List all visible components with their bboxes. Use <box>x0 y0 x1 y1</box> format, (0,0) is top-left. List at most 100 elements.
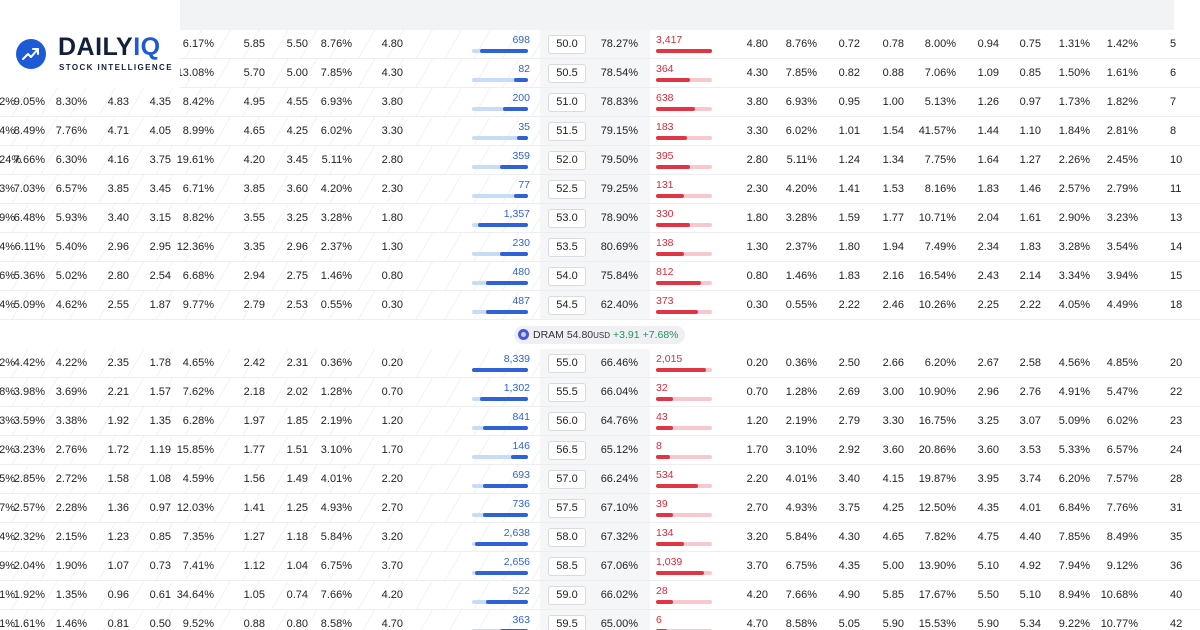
call-cell[interactable]: 1.51 <box>286 444 308 456</box>
put-cell[interactable]: 0.55% <box>785 299 817 311</box>
call-volume[interactable]: 8,339 <box>503 353 530 365</box>
put-cell[interactable]: 0.95 <box>838 96 860 108</box>
put-cell[interactable]: 3.70 <box>746 560 768 572</box>
probability-cell[interactable]: 75.84% <box>600 270 638 282</box>
call-cell[interactable]: 12.36% <box>176 241 214 253</box>
call-cell[interactable]: .03% <box>0 415 16 427</box>
call-cell[interactable]: 1.58 <box>107 473 129 485</box>
call-cell[interactable]: 2.85% <box>13 473 45 485</box>
put-cell[interactable]: 6.02% <box>1106 415 1138 427</box>
strike-price[interactable]: 58.5 <box>548 557 586 576</box>
put-cell[interactable]: 8.00% <box>924 38 956 50</box>
call-cell[interactable]: 4.62% <box>55 299 87 311</box>
put-cell[interactable]: 1.64 <box>977 154 999 166</box>
put-cell[interactable]: 4.15 <box>882 473 904 485</box>
table-row[interactable]: .84%8.49% 7.76% 4.71 4.05 8.99% 4.65 4.25 6.02%… <box>0 117 1200 146</box>
put-cell[interactable]: 6.20% <box>924 357 956 369</box>
put-cell[interactable]: 6.75% <box>785 560 817 572</box>
call-cell[interactable]: 2.15% <box>55 531 87 543</box>
put-cell[interactable]: 5.84% <box>785 531 817 543</box>
put-cell[interactable]: 12.50% <box>918 502 956 514</box>
call-cell[interactable]: 2.37% <box>320 241 352 253</box>
probability-cell[interactable]: 79.25% <box>600 183 638 195</box>
call-cell[interactable]: 0.55% <box>320 299 352 311</box>
call-cell[interactable]: 1.61% <box>13 618 45 630</box>
call-cell[interactable]: 2.42 <box>243 357 265 369</box>
put-cell[interactable]: 3.54% <box>1106 241 1138 253</box>
table-row[interactable]: .64%5.09% 4.62% 2.55 1.87 9.77% 2.79 2.53 0.55%… <box>0 291 1200 320</box>
call-cell[interactable]: 8.82% <box>182 212 214 224</box>
call-cell[interactable]: 1.04 <box>286 560 308 572</box>
put-cell[interactable]: 7.66% <box>785 589 817 601</box>
call-cell[interactable]: 9.77% <box>182 299 214 311</box>
call-volume[interactable]: 736 <box>512 498 530 510</box>
call-cell[interactable]: 3.40 <box>107 212 129 224</box>
put-cell[interactable]: 10.90% <box>918 386 956 398</box>
call-cell[interactable]: 9.05% <box>13 96 45 108</box>
call-cell[interactable]: 1.77 <box>243 444 265 456</box>
call-cell[interactable]: 0.80 <box>286 618 308 630</box>
put-cell[interactable]: 1.20 <box>746 415 768 427</box>
put-cell[interactable]: 4.75 <box>977 531 999 543</box>
call-volume[interactable]: 480 <box>512 266 530 278</box>
probability-cell[interactable]: 78.83% <box>600 96 638 108</box>
put-cell[interactable]: 3.75 <box>838 502 860 514</box>
call-volume[interactable]: 2,656 <box>503 556 530 568</box>
call-cell[interactable]: 5.50 <box>286 38 308 50</box>
put-cell[interactable]: 5.34 <box>1019 618 1041 630</box>
probability-cell[interactable]: 67.06% <box>600 560 638 572</box>
call-cell[interactable]: 1.80 <box>381 212 403 224</box>
put-cell[interactable]: 1.53 <box>882 183 904 195</box>
call-volume[interactable]: 487 <box>512 295 530 307</box>
put-cell[interactable]: 1.59 <box>838 212 860 224</box>
put-cell[interactable]: 2.22 <box>1019 299 1041 311</box>
put-cell[interactable]: 4.93% <box>785 502 817 514</box>
call-cell[interactable]: .59% <box>0 212 16 224</box>
put-volume[interactable]: 1,039 <box>656 556 683 568</box>
put-cell[interactable]: 2.37% <box>785 241 817 253</box>
put-cell[interactable]: 2.96 <box>977 386 999 398</box>
put-cell[interactable]: 4.90 <box>838 589 860 601</box>
call-cell[interactable]: 6.17% <box>182 38 214 50</box>
call-cell[interactable]: 1.28% <box>320 386 352 398</box>
strike-price[interactable]: 52.0 <box>548 151 586 170</box>
put-cell[interactable]: 4.20% <box>785 183 817 195</box>
call-cell[interactable]: 8.42% <box>182 96 214 108</box>
put-cell[interactable]: 4.56% <box>1058 357 1090 369</box>
call-cell[interactable]: .64% <box>0 299 16 311</box>
call-cell[interactable]: 4.65 <box>243 125 265 137</box>
call-cell[interactable]: .96% <box>0 270 16 282</box>
put-cell[interactable]: 5.09% <box>1058 415 1090 427</box>
probability-cell[interactable]: 66.04% <box>600 386 638 398</box>
strike-price[interactable]: 58.0 <box>548 528 586 547</box>
call-cell[interactable]: 4.80 <box>381 38 403 50</box>
put-cell[interactable]: 10.68% <box>1100 589 1138 601</box>
put-cell[interactable]: 9.12% <box>1106 560 1138 572</box>
call-cell[interactable]: 2.75 <box>286 270 308 282</box>
call-cell[interactable]: 0.97 <box>149 502 171 514</box>
call-cell[interactable]: 5.93% <box>55 212 87 224</box>
probability-cell[interactable]: 65.00% <box>600 618 638 630</box>
call-volume[interactable]: 522 <box>512 585 530 597</box>
call-cell[interactable]: 2.96 <box>286 241 308 253</box>
call-cell[interactable]: 2.53 <box>286 299 308 311</box>
call-cell[interactable]: 2.76% <box>55 444 87 456</box>
put-cell[interactable]: 4.91% <box>1058 386 1090 398</box>
call-cell[interactable]: 2.19% <box>320 415 352 427</box>
call-cell[interactable]: 4.20% <box>320 183 352 195</box>
put-cell[interactable]: 5 <box>1170 38 1177 50</box>
put-cell[interactable]: 1.34 <box>882 154 904 166</box>
put-volume[interactable]: 134 <box>656 527 674 539</box>
put-cell[interactable]: 4.25 <box>882 502 904 514</box>
put-cell[interactable]: 1.42% <box>1106 38 1138 50</box>
probability-cell[interactable]: 66.02% <box>600 589 638 601</box>
put-cell[interactable]: 2.67 <box>977 357 999 369</box>
put-cell[interactable]: 1.44 <box>977 125 999 137</box>
put-cell[interactable]: 2.70 <box>746 502 768 514</box>
call-cell[interactable]: 1.85 <box>286 415 308 427</box>
put-cell[interactable]: 6.93% <box>785 96 817 108</box>
put-volume[interactable]: 39 <box>656 498 668 510</box>
put-cell[interactable]: 2.16 <box>882 270 904 282</box>
probability-cell[interactable]: 62.40% <box>600 299 638 311</box>
put-cell[interactable]: 6 <box>1170 67 1177 79</box>
